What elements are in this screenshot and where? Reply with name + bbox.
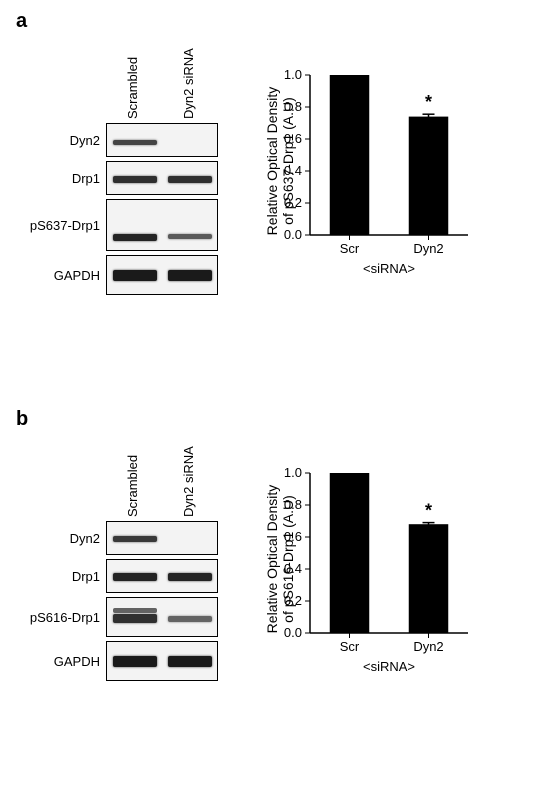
panel-b-blots: Scrambled Dyn2 siRNA Dyn2 Drp1 pS616-Drp1 G… [16,433,266,721]
blot-band [168,176,212,183]
blot-lane [162,598,217,636]
blot-row-label: pS637-Drp1 [16,218,106,233]
chart-bar [409,524,449,633]
blot-image [106,521,218,555]
chart-y-title: Relative Optical Densityof pS637-Drp1 (A… [264,61,296,261]
bar-chart-svg: 0.00.20.40.60.81.0Scr*Dyn2<siRNA> [266,461,476,681]
blot-lane [107,642,162,680]
blot-lane [162,256,217,294]
blot-row-label: GAPDH [16,654,106,669]
blot-lane [107,256,162,294]
svg-text:*: * [425,501,432,521]
bar-chart-svg: 0.00.20.40.60.81.0Scr*Dyn2<siRNA> [266,63,476,283]
blot-lane [162,642,217,680]
blot-row-label: Drp1 [16,569,106,584]
lane-header-scrambled-b: Scrambled [125,455,140,517]
panel-a-lane-headers: Scrambled Dyn2 siRNA [112,35,224,123]
panel-b: b Scrambled Dyn2 siRNA Dyn2 Drp1 pS616-Drp… [16,408,518,721]
blot-image [106,255,218,295]
blot-image [106,641,218,681]
blot-lane [162,200,217,250]
blot-lane [162,124,217,156]
blot-band [168,270,212,281]
blot-lane [107,560,162,592]
blot-band [113,234,157,241]
panel-a-blot-rows: Dyn2 Drp1 pS637-Drp1 GAPDH [16,123,266,295]
svg-text:<siRNA>: <siRNA> [363,659,415,674]
panel-b-chart: 0.00.20.40.60.81.0Scr*Dyn2<siRNA>Relativ… [266,461,512,721]
blot-lane [162,522,217,554]
chart-bar [330,75,370,235]
panel-letter-a: a [16,10,518,33]
blot-band [168,656,212,667]
blot-band [168,573,212,581]
blot-image [106,161,218,195]
panel-letter-b: b [16,408,518,431]
blot-image [106,199,218,251]
blot-band [113,608,157,613]
blot-row: Dyn2 [16,123,266,157]
blot-row: Drp1 [16,161,266,195]
blot-row-label: Dyn2 [16,531,106,546]
blot-row: GAPDH [16,255,266,295]
blot-band [168,616,212,622]
svg-text:Scr: Scr [340,241,360,256]
blot-band [113,536,157,542]
blot-image [106,559,218,593]
blot-band [113,140,157,145]
blot-image [106,123,218,157]
blot-lane [107,200,162,250]
blot-band [113,176,157,183]
blot-band [113,573,157,581]
lane-header-dyn2-sirna: Dyn2 siRNA [181,48,196,119]
blot-row: pS616-Drp1 [16,597,266,637]
chart-bar [409,117,449,235]
blot-row: GAPDH [16,641,266,681]
blot-row-label: Dyn2 [16,133,106,148]
blot-row: Drp1 [16,559,266,593]
svg-text:Dyn2: Dyn2 [413,241,443,256]
blot-lane [107,598,162,636]
blot-lane [162,560,217,592]
chart-bar [330,473,370,633]
blot-band [113,656,157,667]
lane-header-dyn2-sirna-b: Dyn2 siRNA [181,446,196,517]
blot-lane [107,162,162,194]
blot-row-label: GAPDH [16,268,106,283]
blot-band [113,270,157,281]
panel-b-lane-headers: Scrambled Dyn2 siRNA [112,433,224,521]
blot-band [113,614,157,623]
blot-lane [162,162,217,194]
blot-image [106,597,218,637]
blot-row-label: pS616-Drp1 [16,610,106,625]
blot-row: Dyn2 [16,521,266,555]
chart-y-title: Relative Optical Densityof pS616-Drp1 (A… [264,459,296,659]
blot-row: pS637-Drp1 [16,199,266,251]
svg-text:*: * [425,92,432,112]
panel-a: a Scrambled Dyn2 siRNA Dyn2 Drp1 pS637-Drp… [16,10,518,323]
lane-header-scrambled: Scrambled [125,57,140,119]
svg-text:<siRNA>: <siRNA> [363,261,415,276]
blot-band [168,234,212,239]
panel-b-blot-rows: Dyn2 Drp1 pS616-Drp1 GAPDH [16,521,266,681]
panel-a-chart: 0.00.20.40.60.81.0Scr*Dyn2<siRNA>Relativ… [266,63,512,323]
panel-a-blots: Scrambled Dyn2 siRNA Dyn2 Drp1 pS637-Drp1 G… [16,35,266,323]
svg-text:Scr: Scr [340,639,360,654]
blot-lane [107,522,162,554]
blot-lane [107,124,162,156]
blot-row-label: Drp1 [16,171,106,186]
svg-text:Dyn2: Dyn2 [413,639,443,654]
